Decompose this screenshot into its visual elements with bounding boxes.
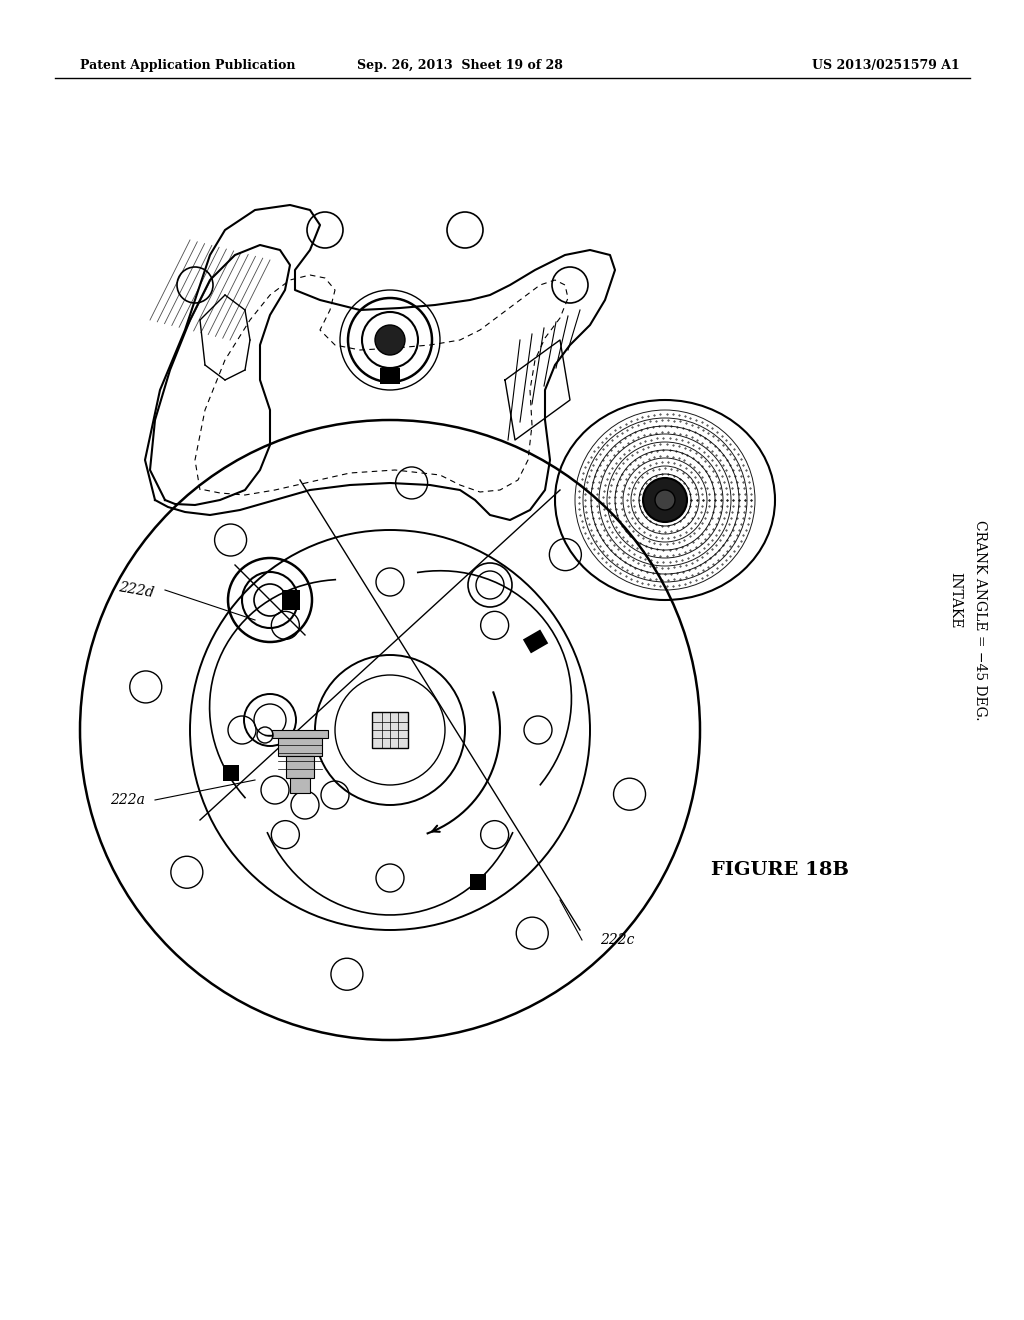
Bar <box>372 711 408 748</box>
Circle shape <box>655 490 675 510</box>
Circle shape <box>375 325 406 355</box>
Bar <box>286 756 314 777</box>
Bar <box>523 630 548 653</box>
Text: 222c: 222c <box>600 933 635 946</box>
Text: CRANK ANGLE = −45 DEG.: CRANK ANGLE = −45 DEG. <box>973 520 987 721</box>
Text: FIGURE 18B: FIGURE 18B <box>711 861 849 879</box>
Bar <box>272 730 328 738</box>
Text: Sep. 26, 2013  Sheet 19 of 28: Sep. 26, 2013 Sheet 19 of 28 <box>357 58 563 71</box>
Text: US 2013/0251579 A1: US 2013/0251579 A1 <box>812 58 961 71</box>
Text: 222a: 222a <box>111 793 145 807</box>
Bar <box>222 764 239 780</box>
Text: 222d: 222d <box>118 579 155 601</box>
Circle shape <box>643 478 687 521</box>
Text: INTAKE: INTAKE <box>948 572 962 628</box>
Bar <box>282 590 300 610</box>
Bar <box>469 874 485 890</box>
Text: Patent Application Publication: Patent Application Publication <box>80 58 296 71</box>
Bar <box>278 738 322 756</box>
Bar <box>290 777 310 793</box>
Bar <box>380 368 400 384</box>
